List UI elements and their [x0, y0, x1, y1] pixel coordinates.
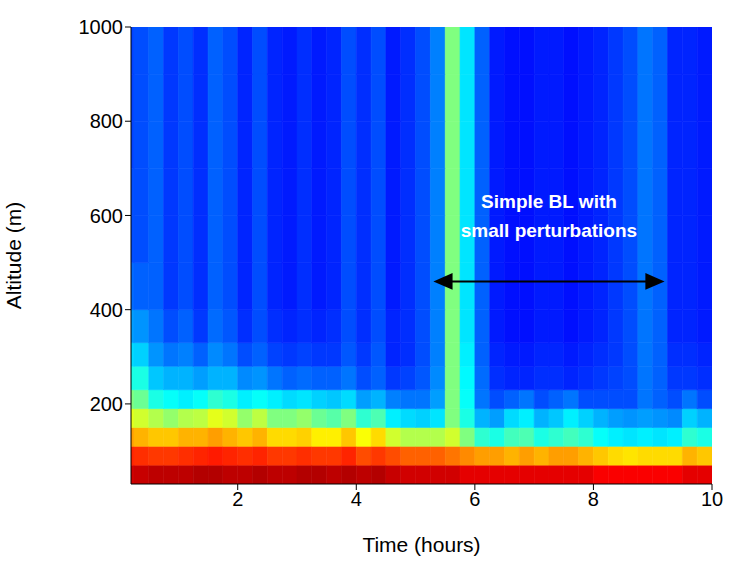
svg-text:800: 800: [90, 110, 123, 132]
svg-text:4: 4: [351, 488, 362, 510]
svg-text:8: 8: [588, 488, 599, 510]
svg-text:200: 200: [90, 393, 123, 415]
svg-text:Altitude (m): Altitude (m): [2, 202, 25, 309]
svg-text:small perturbations: small perturbations: [461, 220, 637, 241]
svg-text:10: 10: [701, 488, 723, 510]
svg-text:600: 600: [90, 205, 123, 227]
svg-text:6: 6: [469, 488, 480, 510]
svg-text:Simple BL with: Simple BL with: [481, 191, 617, 212]
svg-text:Time (hours): Time (hours): [362, 533, 480, 556]
svg-text:400: 400: [90, 299, 123, 321]
svg-text:2: 2: [232, 488, 243, 510]
svg-text:1000: 1000: [79, 16, 124, 38]
